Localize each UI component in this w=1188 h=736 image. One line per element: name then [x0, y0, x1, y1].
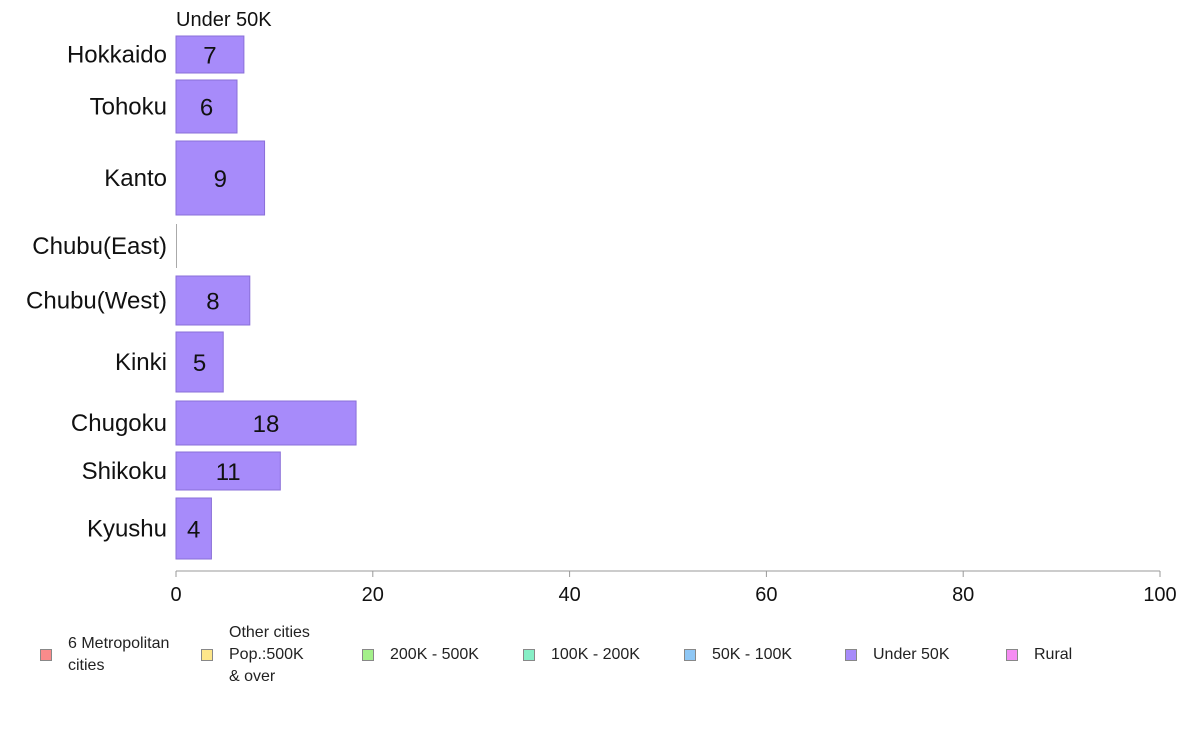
category-label: Chubu(East): [32, 233, 167, 260]
category-label: Kyushu: [87, 516, 167, 543]
data-label: 18: [253, 411, 280, 438]
legend-label: 100K - 200K: [551, 646, 640, 663]
bar: [175, 451, 281, 491]
bars-group: Hokkaido 7 Tohoku 6 Kanto 9 Chubu(East) Chubu(W…: [26, 35, 357, 560]
legend-swatch: [40, 649, 52, 661]
data-label: 8: [206, 289, 219, 316]
data-label: 9: [214, 166, 227, 193]
legend-swatch: [1006, 649, 1018, 661]
category-label: Chubu(West): [26, 288, 167, 315]
bar: [175, 35, 245, 74]
data-label: 4: [187, 517, 200, 544]
category-label: Shikoku: [82, 458, 167, 485]
legend-swatch: [845, 649, 857, 661]
legend-label: 6 Metropolitan cities: [68, 635, 170, 674]
legend-item: Other cities Pop.:500K & over: [201, 622, 310, 688]
category-label: Hokkaido: [67, 42, 167, 69]
x-tick-label: 0: [170, 584, 181, 606]
legend-item: Under 50K: [845, 644, 950, 666]
legend-swatch: [201, 649, 213, 661]
bar: [175, 331, 224, 393]
x-tick-label: 20: [362, 584, 384, 606]
category-label: Chugoku: [71, 410, 167, 437]
data-label: 6: [200, 95, 213, 122]
legend-label: Under 50K: [873, 646, 950, 663]
bar: [175, 79, 238, 134]
legend-item: 100K - 200K: [523, 644, 640, 666]
category-label: Tohoku: [90, 94, 167, 121]
legend-swatch: [362, 649, 374, 661]
x-tick-label: 100: [1143, 584, 1176, 606]
legend-swatch: [684, 649, 696, 661]
legend-label: 50K - 100K: [712, 646, 793, 663]
bar: [175, 497, 212, 560]
x-tick-label: 80: [952, 584, 974, 606]
category-label: Kanto: [104, 165, 167, 192]
legend-item: 50K - 100K: [684, 644, 792, 666]
data-label: 5: [193, 350, 206, 377]
x-tick-label: 60: [755, 584, 777, 606]
x-axis: 0 20 40 60 80 100: [170, 570, 1177, 606]
legend: 6 Metropolitan cities Other cities Pop.:5…: [0, 622, 1188, 702]
legend-label: 200K - 500K: [390, 646, 479, 663]
bar: [175, 140, 266, 216]
x-tick-label: 40: [558, 584, 580, 606]
legend-item: 200K - 500K: [362, 644, 479, 666]
legend-label: Other cities Pop.:500K & over: [229, 624, 310, 685]
legend-item: 6 Metropolitan cities: [40, 633, 169, 677]
data-label: 11: [216, 459, 241, 486]
bar: [175, 400, 357, 446]
category-label: Kinki: [115, 349, 167, 376]
legend-swatch: [523, 649, 535, 661]
chart-title: Under 50K: [176, 9, 272, 31]
data-label: 7: [203, 43, 216, 70]
bar: [175, 275, 251, 326]
legend-label: Rural: [1034, 646, 1073, 663]
legend-item: Rural: [1006, 644, 1072, 666]
